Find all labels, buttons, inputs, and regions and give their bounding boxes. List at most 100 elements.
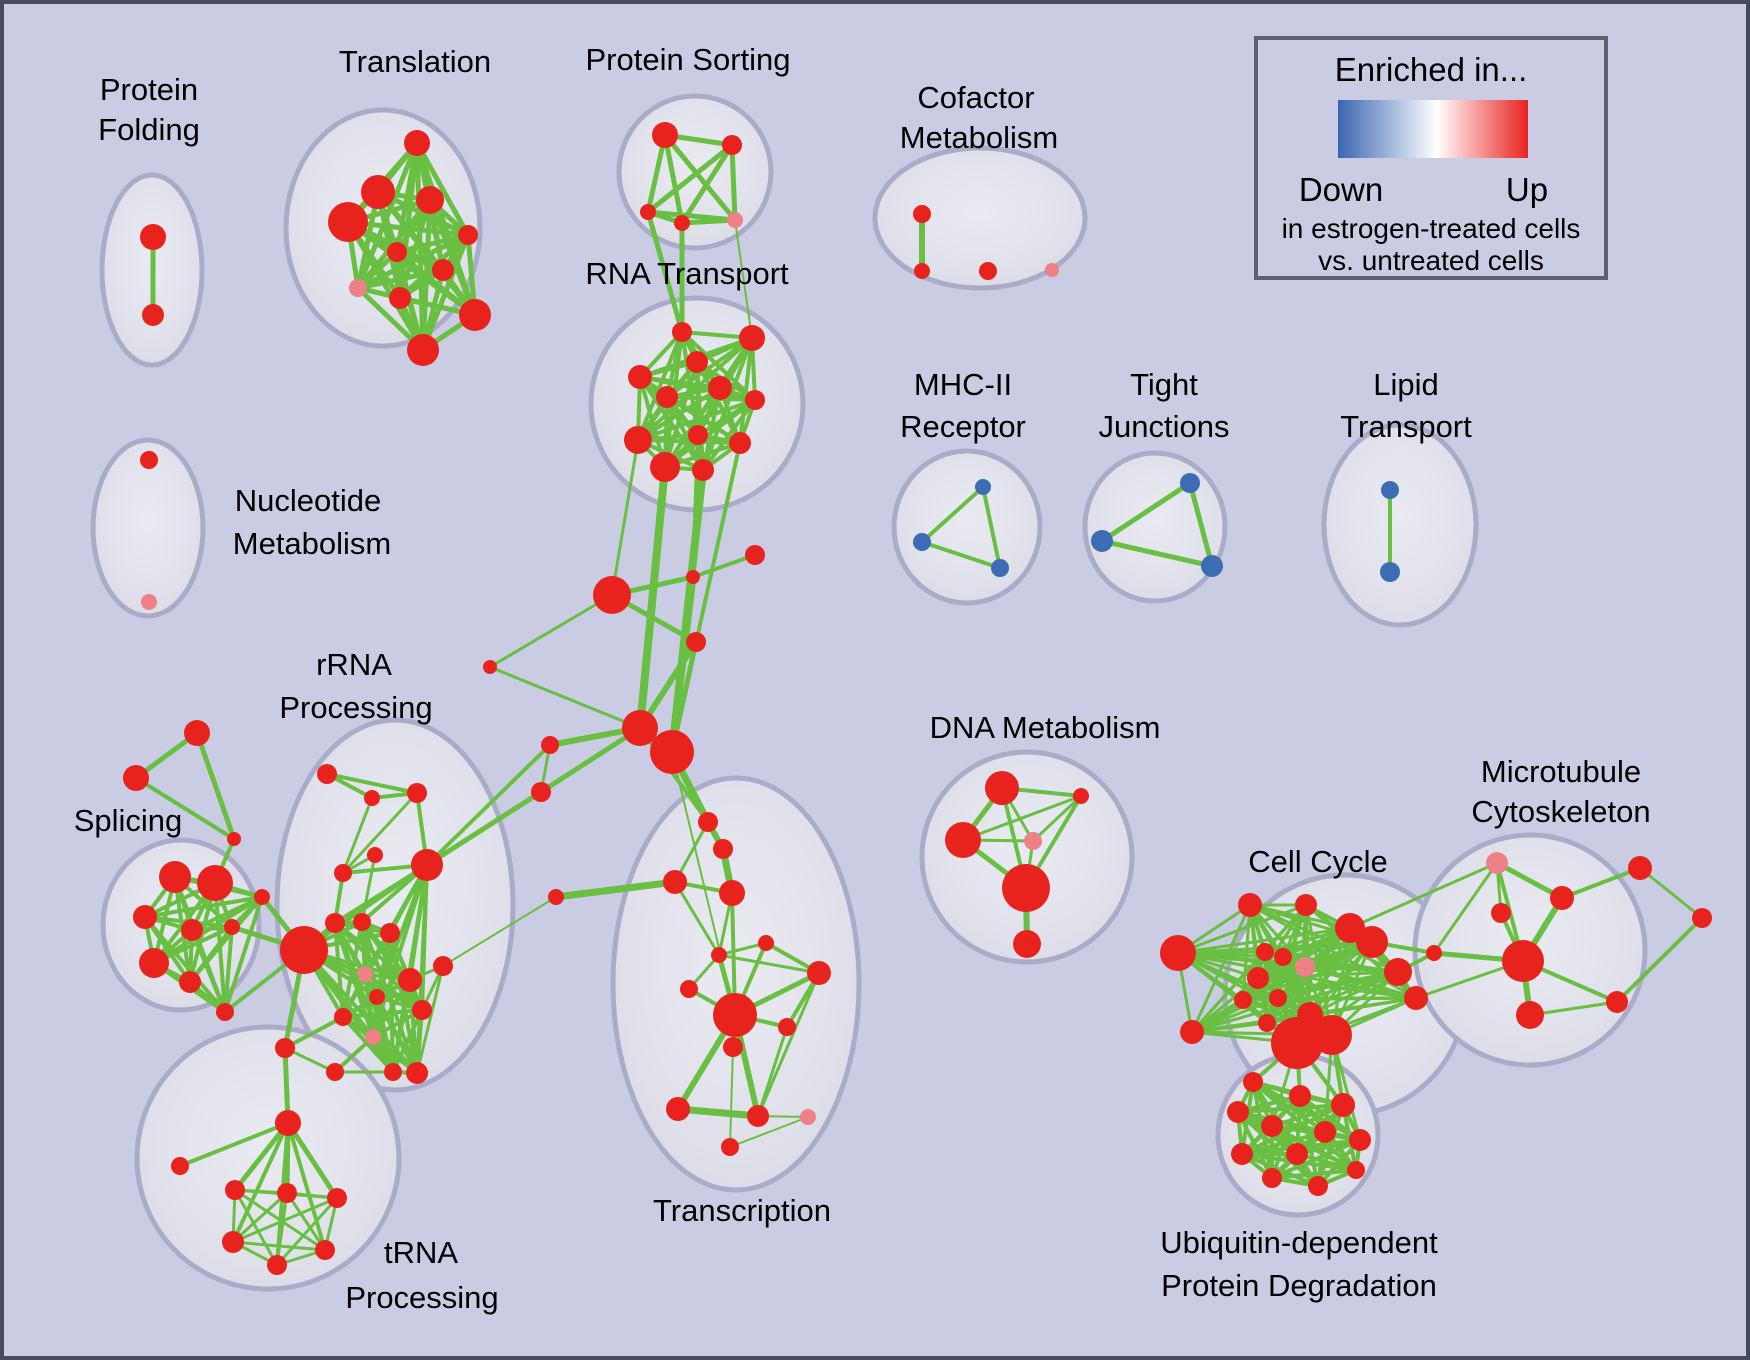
node-connector-hub-4[interactable]: [622, 710, 658, 746]
node-ubiquitin-degradation-7[interactable]: [1231, 1143, 1253, 1165]
node-connector-hub-6[interactable]: [541, 736, 559, 754]
node-splicing-0[interactable]: [159, 861, 191, 893]
node-ubiquitin-degradation-0[interactable]: [1243, 1072, 1263, 1092]
node-rna-transport-6[interactable]: [745, 390, 765, 410]
node-connector-hub-5[interactable]: [650, 730, 694, 774]
node-rrna-processing-6[interactable]: [334, 1008, 352, 1026]
node-cell-cycle-17[interactable]: [1404, 986, 1428, 1010]
node-lipid-transport-1[interactable]: [1380, 562, 1400, 582]
node-transcription-0[interactable]: [698, 812, 718, 832]
node-translation-3[interactable]: [328, 202, 368, 242]
node-cell-cycle-0[interactable]: [1160, 935, 1196, 971]
node-cell-cycle-3[interactable]: [1295, 894, 1317, 916]
node-splicing-1[interactable]: [197, 865, 233, 901]
node-transcription-10[interactable]: [723, 1037, 743, 1057]
node-rna-transport-3[interactable]: [628, 365, 652, 389]
node-trna-processing-1[interactable]: [171, 1157, 189, 1175]
node-connector-hub-8[interactable]: [483, 660, 497, 674]
node-microtubule-cytoskeleton-2[interactable]: [1491, 903, 1511, 923]
node-splicing-triangle-2[interactable]: [227, 832, 241, 846]
node-dna-metabolism-4[interactable]: [1002, 864, 1050, 912]
node-cofactor-metabolism-0[interactable]: [913, 205, 931, 223]
node-cell-cycle-10[interactable]: [1234, 991, 1252, 1009]
node-trna-processing-7[interactable]: [315, 1240, 335, 1260]
node-transcription-12[interactable]: [747, 1105, 769, 1127]
node-protein-sorting-2[interactable]: [640, 204, 656, 220]
node-protein-sorting-0[interactable]: [652, 122, 678, 148]
node-translation-10[interactable]: [407, 334, 439, 366]
node-dna-metabolism-3[interactable]: [1024, 832, 1042, 850]
node-microtubule-cytoskeleton-0[interactable]: [1486, 852, 1508, 874]
node-transcription-8[interactable]: [713, 993, 757, 1037]
node-rrna-processing-20[interactable]: [433, 956, 453, 976]
node-microtubule-cytoskeleton-7[interactable]: [1692, 908, 1712, 928]
node-rna-transport-1[interactable]: [739, 325, 765, 351]
node-ubiquitin-degradation-4[interactable]: [1261, 1115, 1283, 1137]
node-transcription-1[interactable]: [713, 839, 733, 859]
node-dna-metabolism-2[interactable]: [945, 822, 981, 858]
node-ubiquitin-degradation-9[interactable]: [1262, 1168, 1282, 1188]
node-rrna-processing-7[interactable]: [365, 1029, 381, 1045]
node-rrna-processing-19[interactable]: [326, 1063, 344, 1081]
node-transcription-6[interactable]: [807, 961, 831, 985]
node-connector-hub-9[interactable]: [548, 889, 564, 905]
node-protein-sorting-3[interactable]: [674, 215, 690, 231]
node-splicing-7[interactable]: [216, 1003, 234, 1021]
node-rrna-processing-17[interactable]: [367, 847, 383, 863]
node-transcription-4[interactable]: [758, 935, 774, 951]
node-rna-transport-9[interactable]: [729, 432, 751, 454]
node-ubiquitin-degradation-10[interactable]: [1308, 1176, 1328, 1196]
node-trna-processing-3[interactable]: [277, 1183, 297, 1203]
node-microtubule-cytoskeleton-3[interactable]: [1502, 940, 1544, 982]
node-cell-cycle-8[interactable]: [1295, 957, 1315, 977]
node-splicing-triangle-0[interactable]: [184, 720, 210, 746]
node-cell-cycle-9[interactable]: [1247, 967, 1269, 989]
node-rrna-processing-15[interactable]: [407, 783, 427, 803]
node-dna-metabolism-1[interactable]: [1073, 788, 1089, 804]
node-cell-cycle-1[interactable]: [1180, 1020, 1204, 1044]
node-connector-hub-3[interactable]: [686, 632, 706, 652]
node-rna-transport-8[interactable]: [624, 426, 652, 454]
node-cofactor-metabolism-1[interactable]: [914, 263, 930, 279]
node-connector-hub-0[interactable]: [593, 576, 631, 614]
node-rna-transport-11[interactable]: [692, 459, 714, 481]
node-ubiquitin-degradation-2[interactable]: [1331, 1093, 1355, 1117]
node-splicing-triangle-1[interactable]: [123, 765, 149, 791]
node-cell-cycle-12[interactable]: [1258, 1014, 1276, 1032]
node-microtubule-cytoskeleton-4[interactable]: [1516, 1001, 1544, 1029]
node-rrna-processing-0[interactable]: [280, 926, 328, 974]
node-translation-9[interactable]: [459, 299, 491, 331]
node-rrna-processing-11[interactable]: [384, 1063, 402, 1081]
node-transcription-7[interactable]: [680, 980, 698, 998]
node-protein-sorting-1[interactable]: [722, 135, 742, 155]
node-transcription-11[interactable]: [666, 1097, 690, 1121]
node-rna-transport-7[interactable]: [688, 425, 708, 445]
node-cell-cycle-11[interactable]: [1269, 989, 1287, 1007]
node-microtubule-cytoskeleton-5[interactable]: [1606, 991, 1628, 1013]
node-translation-7[interactable]: [349, 279, 367, 297]
node-splicing-5[interactable]: [139, 948, 169, 978]
node-rna-transport-5[interactable]: [656, 386, 678, 408]
node-tight-junctions-2[interactable]: [1201, 555, 1223, 577]
node-rna-transport-2[interactable]: [686, 351, 708, 373]
node-nucleotide-metabolism-1[interactable]: [141, 594, 157, 610]
node-ubiquitin-degradation-1[interactable]: [1289, 1085, 1311, 1107]
node-translation-2[interactable]: [416, 186, 444, 214]
node-rrna-processing-8[interactable]: [398, 968, 422, 992]
node-transcription-14[interactable]: [721, 1138, 739, 1156]
node-microtubule-cytoskeleton-6[interactable]: [1628, 856, 1652, 880]
node-rrna-processing-9[interactable]: [412, 1000, 432, 1020]
node-cell-cycle-16[interactable]: [1384, 958, 1412, 986]
node-trna-processing-0[interactable]: [275, 1110, 301, 1136]
node-mhc-ii-receptor-1[interactable]: [913, 533, 931, 551]
node-rrna-processing-3[interactable]: [380, 923, 400, 943]
node-protein-folding-0[interactable]: [140, 224, 166, 250]
node-translation-8[interactable]: [389, 287, 411, 309]
node-ubiquitin-degradation-6[interactable]: [1349, 1129, 1371, 1151]
node-translation-0[interactable]: [404, 130, 430, 156]
node-splicing-4[interactable]: [224, 919, 240, 935]
node-cell-cycle-7[interactable]: [1274, 948, 1292, 966]
node-rrna-processing-18[interactable]: [275, 1038, 295, 1058]
node-trna-processing-6[interactable]: [267, 1255, 287, 1275]
node-rrna-processing-2[interactable]: [353, 913, 371, 931]
